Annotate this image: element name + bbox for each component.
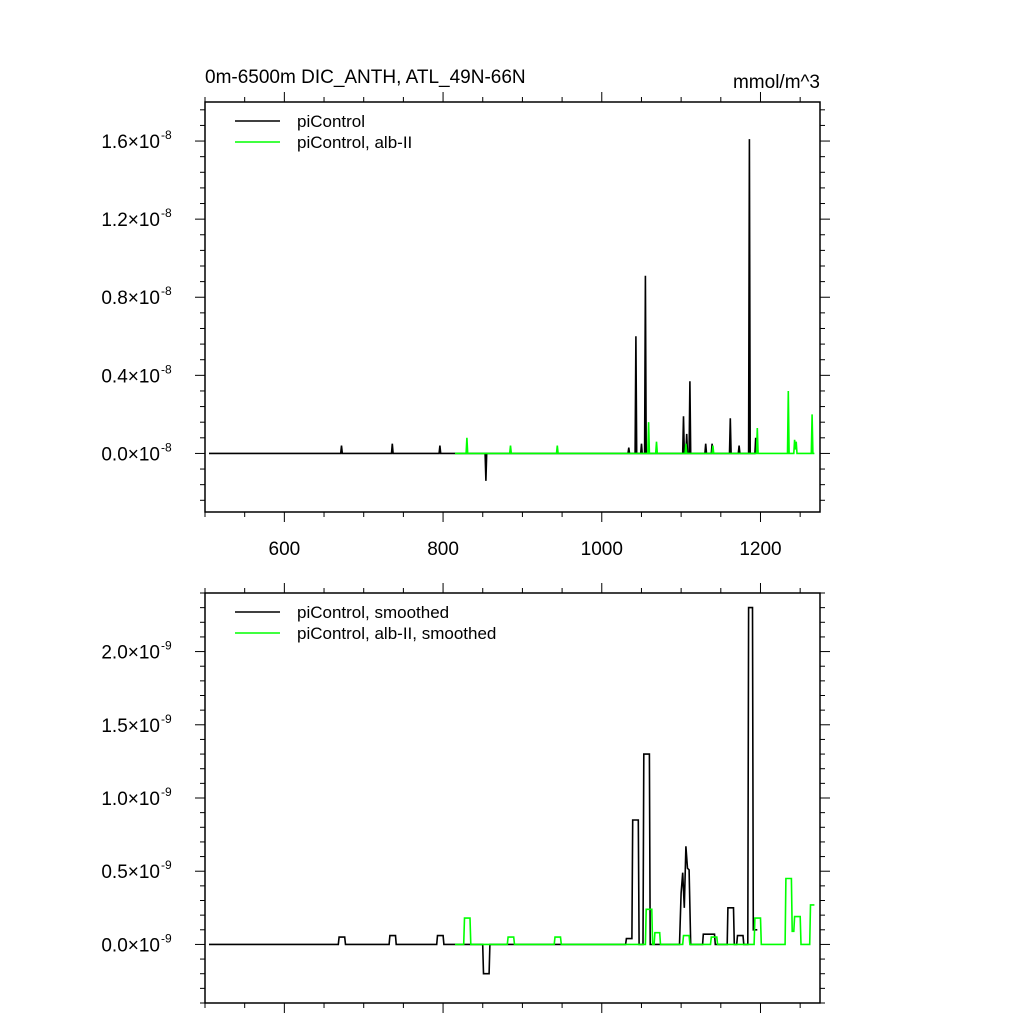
y-tick-exponent: -9 [161,931,172,945]
y-tick-label: 0.0×10 [101,444,160,465]
legend-label: piControl [297,112,365,131]
plot-frame [204,101,821,513]
y-tick-label: 1.5×10 [101,716,160,737]
x-tick-label: 600 [269,539,301,560]
legend-label: piControl, smoothed [297,603,449,622]
y-tick-exponent: -8 [161,362,172,376]
y-tick-label: 2.0×10 [101,643,160,664]
x-tick-label: 1000 [581,539,623,560]
series-line-green [455,877,815,946]
y-tick-exponent: -8 [161,206,172,220]
y-tick-label: 0.0×10 [101,935,160,956]
y-tick-label: 0.8×10 [101,288,160,309]
y-tick-label: 0.5×10 [101,862,160,883]
chart-title: 0m-6500m DIC_ANTH, ATL_49N-66N [205,67,526,88]
x-tick-label: 800 [427,539,459,560]
bottom-panel: 0.0×10 -90.5×10 -91.0×10 -91.5×10 -92.0×10 -9… [101,583,830,1013]
legend-label: piControl, alb-II [297,133,412,152]
units-label: mmol/m^3 [733,72,820,93]
y-tick-label: 1.2×10 [101,210,160,231]
y-tick-exponent: -9 [161,639,172,653]
y-tick-exponent: -8 [161,284,172,298]
series-line-black [209,139,758,481]
y-tick-exponent: -9 [161,712,172,726]
series-line-green [455,390,815,455]
y-tick-exponent: -9 [161,785,172,799]
y-tick-label: 1.6×10 [101,132,160,153]
y-tick-exponent: -8 [161,128,172,142]
x-tick-label: 1200 [739,539,781,560]
y-tick-exponent: -8 [161,440,172,454]
series-line-black [209,606,758,975]
y-tick-label: 1.0×10 [101,789,160,810]
y-tick-label: 0.4×10 [101,366,160,387]
y-tick-exponent: -9 [161,858,172,872]
legend-label: piControl, alb-II, smoothed [297,624,496,643]
